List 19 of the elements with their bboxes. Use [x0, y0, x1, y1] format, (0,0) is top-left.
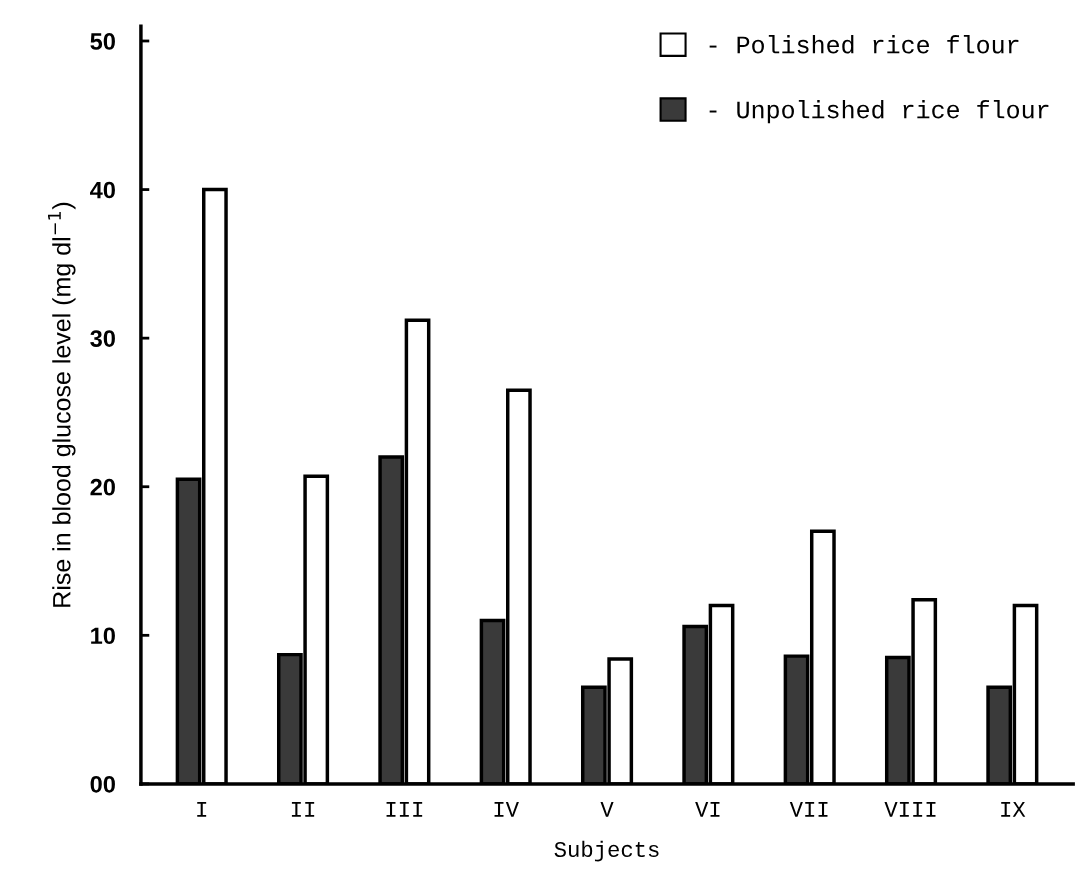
y-axis-title: Rise in blood glucose level (mg dl$^{−1}$) [48, 202, 76, 607]
x-tick-label: VIII [884, 802, 936, 817]
x-tick-label: III [386, 802, 423, 817]
y-tick-label: 20 [90, 478, 115, 496]
y-tick-label: 30 [90, 330, 115, 347]
x-tick-label: IX [1001, 802, 1026, 817]
x-tick-label: VI [695, 802, 720, 817]
y-tick-label: 00 [90, 775, 115, 793]
x-tick-label: II [291, 802, 315, 817]
y-tick-label: 40 [90, 181, 115, 199]
x-tick-label: VII [789, 802, 828, 817]
x-tick-label: I [197, 802, 207, 817]
y-tick-label: 10 [91, 627, 115, 645]
legend-label: - Unpolished rice flour [709, 100, 1049, 124]
x-tick-label: V [600, 802, 614, 817]
x-tick-label: IV [494, 802, 519, 817]
legend-label: - Polished rice flour [709, 35, 1019, 54]
y-tick-label: 50 [90, 33, 115, 50]
x-axis-title: Subjects [554, 840, 659, 862]
